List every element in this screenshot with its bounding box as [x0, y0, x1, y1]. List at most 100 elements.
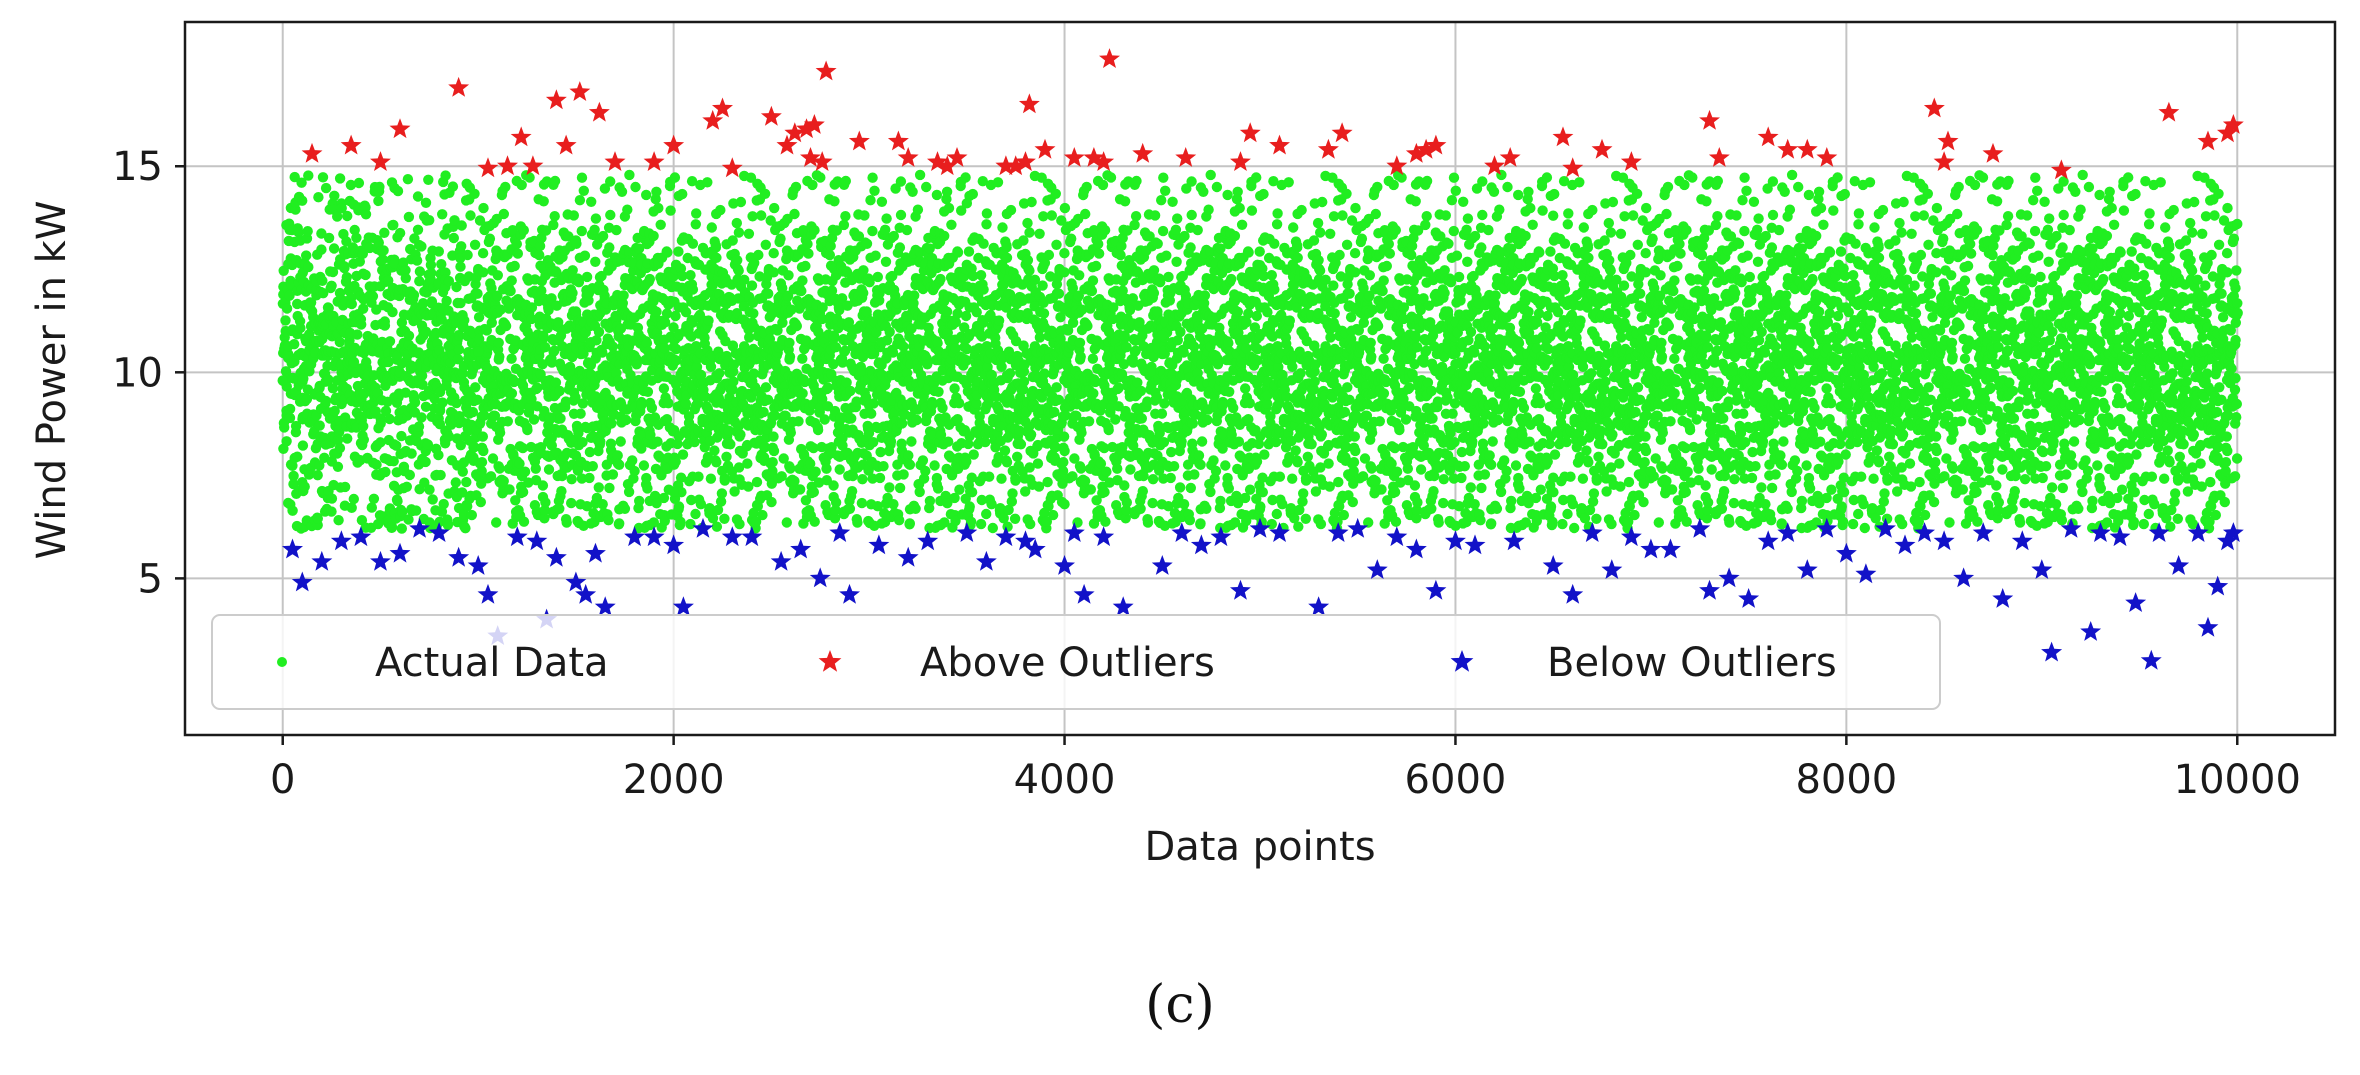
data-point-actual [1244, 398, 1256, 409]
data-point-actual [710, 240, 721, 251]
data-point-actual [735, 429, 746, 440]
data-point-actual [735, 196, 747, 208]
data-point-actual [953, 398, 965, 409]
data-point-actual [1059, 248, 1070, 259]
data-point-actual [366, 502, 377, 513]
data-point-actual [447, 181, 459, 192]
data-point-actual [939, 230, 950, 242]
data-point-actual [303, 261, 314, 273]
data-point-actual [502, 416, 513, 427]
data-point-actual [437, 397, 448, 408]
data-point-actual [316, 244, 327, 255]
data-point-actual [1171, 256, 1182, 267]
data-point-actual [673, 501, 685, 512]
data-point-actual [651, 306, 662, 317]
data-point-actual [767, 457, 778, 468]
data-point-actual [912, 204, 924, 215]
data-point-actual [1018, 376, 1030, 387]
data-point-actual [914, 169, 926, 181]
data-point-actual [743, 228, 755, 239]
data-point-actual [280, 315, 291, 326]
data-point-actual [301, 250, 312, 261]
data-point-actual [1113, 382, 1125, 393]
data-point-actual [884, 482, 895, 493]
data-point-actual [360, 209, 372, 220]
data-point-actual [586, 196, 597, 207]
data-point-actual [1189, 469, 1200, 480]
data-point-actual [474, 333, 485, 345]
data-point-actual [543, 464, 555, 475]
data-point-actual [323, 232, 335, 244]
data-point-actual [605, 438, 617, 449]
data-point-actual [663, 398, 674, 409]
data-point-actual [1125, 464, 1136, 475]
data-point-actual [422, 439, 434, 450]
data-point-actual [1205, 486, 1216, 498]
data-point-actual [894, 515, 905, 526]
data-point-actual [466, 509, 477, 521]
data-point-actual [1129, 219, 1140, 231]
data-point-actual [455, 440, 466, 451]
data-point-actual [456, 241, 467, 252]
data-point-actual [1024, 227, 1035, 238]
data-point-actual [1112, 463, 1123, 474]
data-point-actual [759, 188, 771, 199]
data-point-actual [538, 196, 549, 207]
data-point-actual [1211, 181, 1223, 193]
data-point-actual [856, 497, 868, 509]
data-point-actual [803, 248, 814, 259]
data-point-actual [880, 256, 892, 267]
data-point-actual [907, 186, 918, 197]
data-point-actual [614, 459, 625, 470]
data-point-actual [1115, 249, 1126, 261]
data-point-actual [443, 431, 455, 442]
data-point-actual [766, 496, 777, 508]
data-point-actual [731, 217, 742, 229]
data-point-actual [475, 496, 486, 508]
data-point-actual [498, 208, 509, 220]
data-point-actual [1246, 205, 1258, 216]
data-point-actual [1135, 385, 1147, 397]
data-point-actual [298, 373, 309, 384]
data-point-actual [796, 285, 807, 297]
data-point-actual [312, 470, 323, 481]
data-point-actual [317, 275, 328, 286]
data-point-actual [931, 472, 943, 484]
data-point-actual [733, 227, 745, 238]
data-point-actual [420, 456, 431, 468]
data-point-actual [392, 495, 403, 507]
data-point-actual [1025, 518, 1036, 530]
data-point-actual [1243, 247, 1254, 258]
data-point-actual [1090, 260, 1102, 272]
data-point-actual [590, 213, 602, 224]
data-point-actual [1156, 195, 1167, 206]
data-point-actual [1222, 472, 1233, 484]
data-point-actual [981, 219, 992, 230]
data-point-actual [1175, 326, 1186, 338]
data-point-actual [379, 320, 391, 331]
data-point-actual [320, 395, 332, 407]
data-point-actual [302, 226, 313, 237]
data-point-actual [1034, 228, 1045, 239]
data-point-actual [314, 460, 325, 471]
data-point-actual [641, 189, 652, 201]
data-point-actual [932, 483, 944, 494]
data-point-actual [691, 208, 702, 219]
data-point-actual [797, 275, 808, 286]
data-point-actual [477, 431, 488, 442]
data-point-actual [1058, 431, 1070, 442]
data-point-actual [937, 402, 948, 414]
data-point-actual [312, 513, 323, 524]
data-point-actual [297, 195, 308, 206]
data-point-actual [402, 174, 414, 185]
data-point-actual [884, 326, 895, 338]
data-point-actual [313, 192, 324, 203]
data-point-actual [493, 337, 504, 348]
data-point-actual [1066, 233, 1077, 244]
data-point-actual [1121, 497, 1133, 508]
data-point-actual [353, 177, 365, 189]
data-point-actual [931, 189, 943, 201]
data-point-actual [651, 186, 662, 197]
data-point-actual [744, 332, 755, 343]
data-point-actual [517, 486, 529, 498]
